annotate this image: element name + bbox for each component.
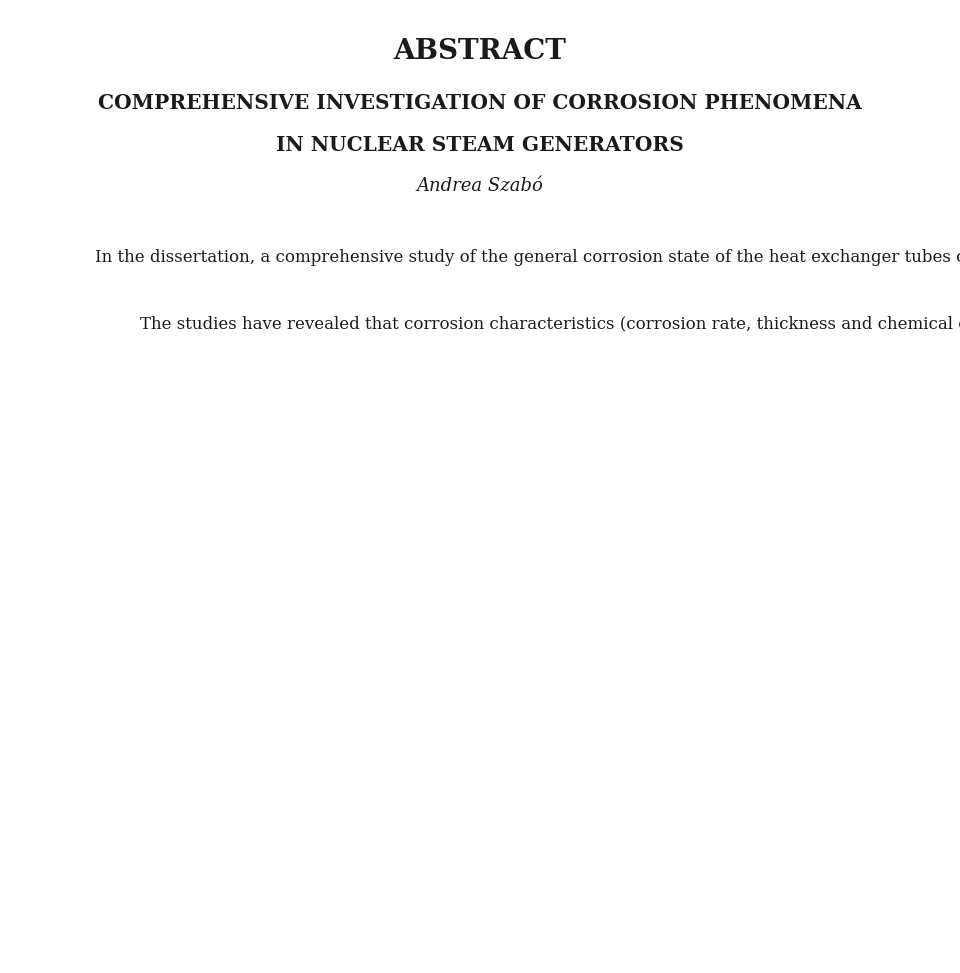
Text: ABSTRACT: ABSTRACT (394, 38, 566, 65)
Text: Andrea Szabó: Andrea Szabó (417, 177, 543, 195)
Text: In the dissertation, a comprehensive study of the general corrosion state of the: In the dissertation, a comprehensive stu… (95, 249, 960, 266)
Text: The studies have revealed that corrosion characteristics (corrosion rate, thickn: The studies have revealed that corrosion… (140, 316, 960, 333)
Text: COMPREHENSIVE INVESTIGATION OF CORROSION PHENOMENA: COMPREHENSIVE INVESTIGATION OF CORROSION… (98, 93, 862, 113)
Text: IN NUCLEAR STEAM GENERATORS: IN NUCLEAR STEAM GENERATORS (276, 135, 684, 155)
